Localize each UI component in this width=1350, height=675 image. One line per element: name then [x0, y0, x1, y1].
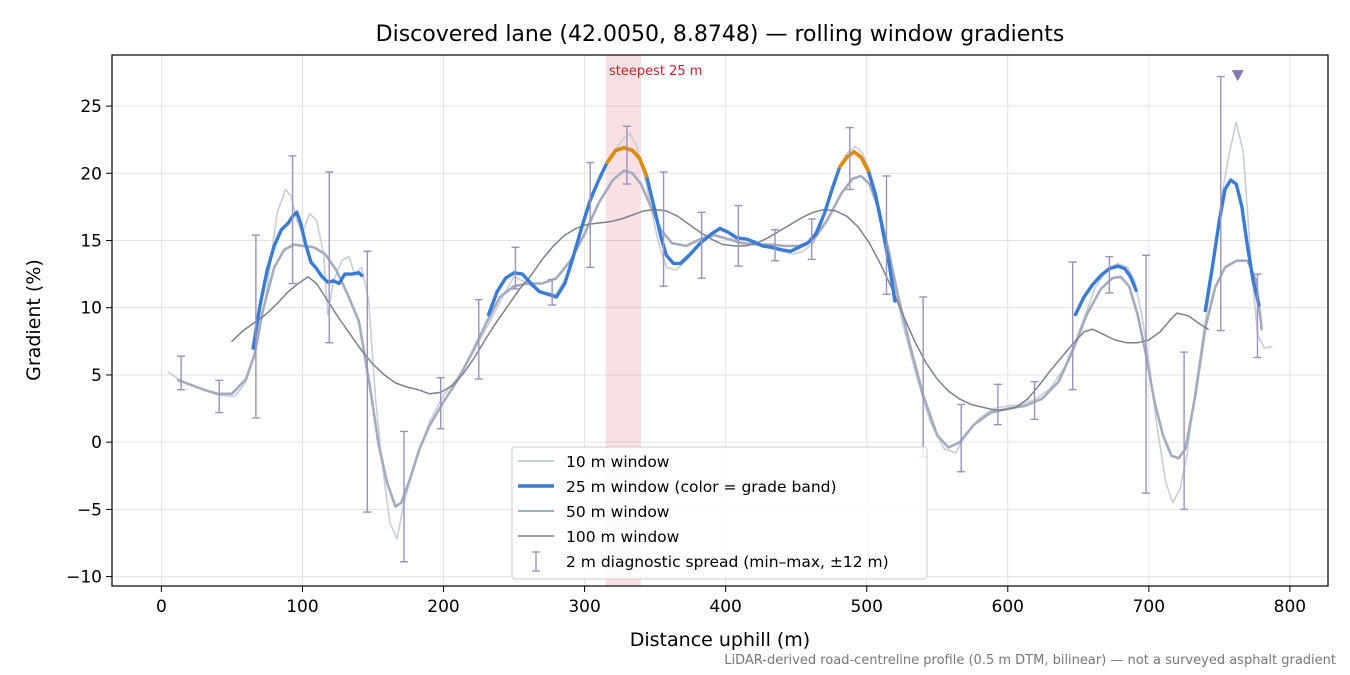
x-tick-label: 800 — [1274, 597, 1306, 617]
y-tick-label: 20 — [80, 164, 102, 184]
peak-marker-triangle — [1231, 70, 1244, 82]
error-bar — [993, 383, 1002, 426]
y-tick-label: −5 — [77, 500, 102, 520]
x-tick-label: 400 — [709, 597, 741, 617]
series-line-25m — [486, 146, 897, 317]
y-tick-label: −10 — [66, 568, 102, 588]
steep-grade-segment — [605, 148, 618, 165]
series-line-100m — [231, 208, 1209, 411]
steep-grade-segment — [859, 155, 870, 173]
error-bar — [807, 218, 816, 261]
error-bar — [511, 246, 520, 290]
error-bar — [845, 126, 854, 191]
error-bar — [1142, 254, 1151, 494]
peak-markers — [1231, 70, 1244, 82]
y-tick-label: 15 — [80, 232, 102, 252]
error-bar — [215, 379, 224, 414]
series-line-25m — [251, 210, 364, 350]
legend-label-100m: 100 m window — [566, 528, 680, 546]
plot-frame — [111, 54, 1329, 587]
x-axis-label: Distance uphill (m) — [630, 629, 810, 651]
error-bar — [363, 250, 372, 513]
x-tick-label: 600 — [992, 597, 1024, 617]
y-tick-label: 25 — [80, 97, 102, 117]
x-tick-label: 700 — [1133, 597, 1165, 617]
error-bar — [474, 298, 483, 380]
error-bar — [1180, 351, 1189, 511]
x-tick-label: 200 — [427, 597, 459, 617]
error-bar — [659, 171, 668, 287]
legend-label-25m: 25 m window (color = grade band) — [566, 478, 837, 496]
error-bar — [548, 278, 557, 306]
error-bar — [697, 211, 706, 279]
legend: 10 m window 25 m window (color = grade b… — [511, 446, 928, 580]
y-tick-label: 10 — [80, 299, 102, 319]
x-tick-label: 100 — [286, 597, 318, 617]
legend-swatch-errorbar — [532, 551, 540, 572]
x-tick-label: 0 — [156, 597, 167, 617]
series-line-50m — [177, 169, 1263, 508]
y-tick-label: 5 — [91, 366, 102, 386]
x-tick-label: 300 — [568, 597, 600, 617]
x-tick-label: 500 — [850, 597, 882, 617]
error-bar — [177, 355, 186, 391]
error-bar — [771, 229, 780, 262]
error-bar — [1253, 273, 1262, 359]
y-ticks: −10 −5 0 5 10 15 20 25 — [66, 97, 112, 588]
error-bar — [882, 175, 891, 295]
legend-box — [511, 446, 928, 580]
legend-label-10m: 10 m window — [566, 453, 670, 471]
error-bar — [1216, 75, 1225, 332]
error-bar — [586, 161, 595, 269]
error-bar — [734, 204, 743, 267]
error-bar — [622, 125, 631, 185]
error-bar — [288, 155, 297, 285]
error-bar — [436, 376, 445, 430]
error-bar — [957, 403, 966, 473]
y-tick-label: 0 — [91, 433, 102, 453]
footnote: LiDAR-derived road-centreline profile (0… — [724, 653, 1336, 668]
error-bar — [400, 430, 409, 563]
x-ticks: 0 100 200 300 400 500 600 700 800 — [156, 586, 1306, 617]
error-bar — [325, 171, 334, 344]
error-bar — [1068, 261, 1077, 391]
legend-label-errorbar: 2 m diagnostic spread (min–max, ±12 m) — [566, 553, 889, 571]
chart-title: Discovered lane (42.0050, 8.8748) — roll… — [376, 22, 1065, 47]
series-lines — [167, 121, 1273, 540]
legend-label-50m: 50 m window — [566, 503, 670, 521]
error-bars — [177, 75, 1262, 563]
error-bar — [251, 234, 260, 419]
steep-grade-segment — [637, 156, 649, 178]
y-axis-label: Gradient (%) — [23, 259, 45, 381]
steep-grade-segment — [838, 155, 849, 169]
series-line-25m — [1203, 178, 1261, 313]
highlight-label: steepest 25 m — [609, 64, 702, 79]
error-bar — [1105, 255, 1114, 294]
error-bar — [1030, 380, 1039, 421]
